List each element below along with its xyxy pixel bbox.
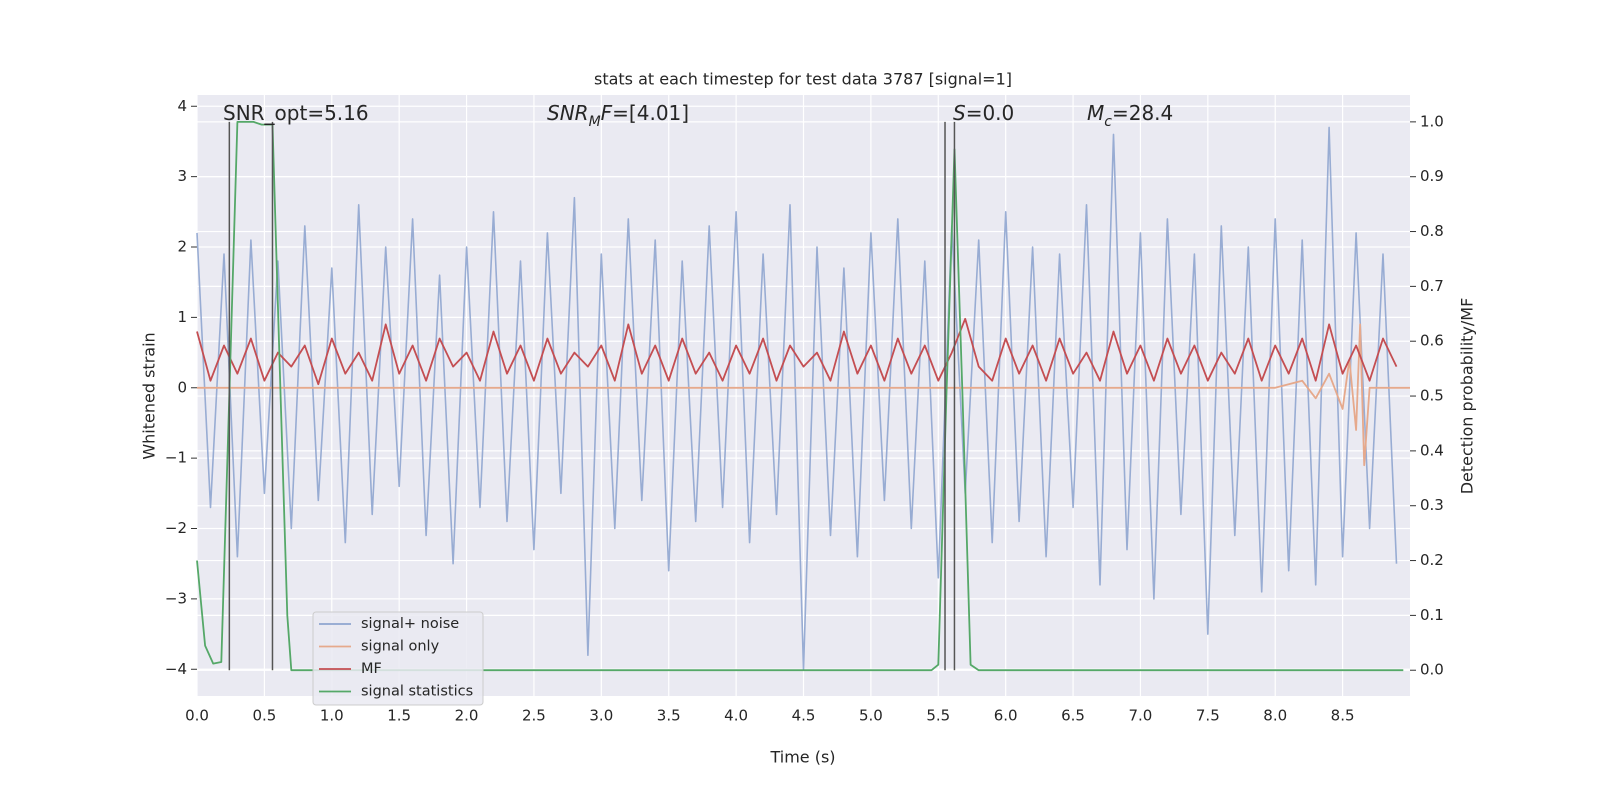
y2-tick-label: 0.2 — [1420, 551, 1444, 569]
x-tick-label: 7.0 — [1129, 707, 1153, 725]
annotation-part: =28.4 — [1112, 101, 1173, 125]
y-tick-label: 2 — [177, 238, 187, 256]
chart-title: stats at each timestep for test data 378… — [594, 70, 1012, 89]
series-line — [196, 317, 1398, 386]
x-tick-label: 2.0 — [455, 707, 479, 725]
y2-tick-label: 0.9 — [1420, 167, 1444, 185]
y2-axis-label: Detection probability/MF — [1458, 298, 1477, 495]
y2-tick-label: 0.6 — [1420, 332, 1444, 350]
y2-tick-label: 0.0 — [1420, 661, 1444, 679]
x-tick-label: 7.5 — [1196, 707, 1220, 725]
annotation-part: M — [589, 114, 601, 130]
y2-tick-label: 0.4 — [1420, 441, 1444, 459]
x-tick-label: 0.5 — [252, 707, 276, 725]
x-tick-label: 4.0 — [724, 707, 748, 725]
y-tick-label: −1 — [165, 449, 187, 467]
annotation: Mc=28.4 — [1087, 101, 1173, 131]
series-line — [196, 121, 1404, 672]
x-tick-label: 8.0 — [1263, 707, 1287, 725]
y-tick-label: 3 — [177, 167, 187, 185]
x-tick-label: 1.5 — [387, 707, 411, 725]
legend: signal+ noise signal only MF signal statist… — [312, 611, 484, 706]
y-tick-label: 1 — [177, 308, 187, 326]
y2-tick-label: 0.3 — [1420, 496, 1444, 514]
annotation: SNR_opt=5.16 — [223, 101, 369, 125]
legend-label: signal only — [361, 639, 440, 655]
annotation-part: SNR — [547, 101, 589, 125]
annotation: S=0.0 — [953, 101, 1014, 125]
x-tick-label: 1.0 — [320, 707, 344, 725]
legend-label: signal+ noise — [361, 616, 459, 632]
y2-tick-label: 0.8 — [1420, 222, 1444, 240]
x-tick-label: 8.5 — [1331, 707, 1355, 725]
annotation-part: S — [953, 101, 966, 125]
y2-tick-label: 0.5 — [1420, 387, 1444, 405]
y-tick-label: −4 — [165, 660, 187, 678]
y2-tick-label: 1.0 — [1420, 112, 1444, 130]
x-tick-label: 6.0 — [994, 707, 1018, 725]
y-axis-label: Whitened strain — [140, 332, 159, 459]
annotation: SNRMF=[4.01] — [547, 101, 689, 131]
x-tick-label: 4.5 — [792, 707, 816, 725]
annotation-part: =0.0 — [966, 101, 1015, 125]
annotation-part: SNR_opt=5.16 — [223, 101, 369, 125]
legend-box — [312, 611, 484, 706]
y-tick-label: −3 — [165, 589, 187, 607]
annotation-part: M — [1087, 101, 1104, 125]
x-tick-label: 5.0 — [859, 707, 883, 725]
y2-tick-label: 0.1 — [1420, 606, 1444, 624]
annotation-part: c — [1104, 114, 1112, 130]
y2-tick-label: 0.7 — [1420, 277, 1444, 295]
x-tick-label: 5.5 — [926, 707, 950, 725]
legend-label: MF — [361, 661, 382, 677]
y-tick-label: −2 — [165, 519, 187, 537]
annotation-part: =[4.01] — [612, 101, 689, 125]
y-tick-label: 4 — [177, 97, 187, 115]
series-line — [197, 323, 1410, 467]
x-axis-label: Time (s) — [769, 748, 835, 767]
annotation-part: F — [601, 101, 613, 125]
legend-label: signal statistics — [361, 684, 473, 700]
x-tick-label: 2.5 — [522, 707, 546, 725]
x-tick-label: 3.0 — [589, 707, 613, 725]
x-tick-label: 0.0 — [185, 707, 209, 725]
series-line — [196, 126, 1398, 671]
x-tick-label: 3.5 — [657, 707, 681, 725]
y-tick-label: 0 — [177, 378, 187, 396]
x-tick-label: 6.5 — [1061, 707, 1085, 725]
